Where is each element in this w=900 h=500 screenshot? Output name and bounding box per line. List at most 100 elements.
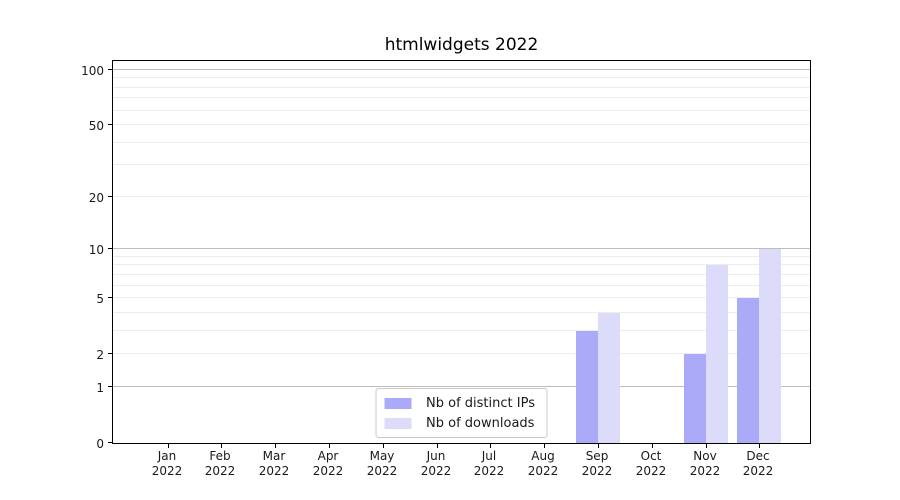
legend-swatch-distinct-ips xyxy=(384,397,412,409)
x-label-month: Sep xyxy=(585,449,609,463)
x-tick-label-mar: Mar 2022 xyxy=(242,449,306,479)
x-tick-label-oct: Oct 2022 xyxy=(619,449,683,479)
gridline-90 xyxy=(113,77,810,78)
gridline-70 xyxy=(113,97,810,98)
legend-swatch-downloads xyxy=(384,417,412,429)
y-tick-5 xyxy=(108,297,112,298)
x-label-year: 2022 xyxy=(473,464,505,478)
bar-distinct-ips-sep xyxy=(576,331,598,443)
x-tick-label-jul: Jul 2022 xyxy=(457,449,521,479)
x-tick-label-apr: Apr 2022 xyxy=(296,449,360,479)
gridline-60 xyxy=(113,110,810,111)
gridline-1 xyxy=(113,386,810,387)
x-label-year: 2022 xyxy=(527,464,559,478)
y-tick-2 xyxy=(108,353,112,354)
x-label-month: May xyxy=(369,449,395,463)
gridline-80 xyxy=(113,87,810,88)
gridline-30 xyxy=(113,164,810,165)
gridline-9 xyxy=(113,256,810,257)
x-tick-oct xyxy=(652,444,653,448)
y-tick-label-0: 0 xyxy=(96,437,104,451)
x-tick-label-jan: Jan 2022 xyxy=(135,449,199,479)
x-tick-dec xyxy=(759,444,760,448)
legend-label-downloads: Nb of downloads xyxy=(426,415,535,431)
bar-downloads-sep xyxy=(598,313,620,443)
gridline-3 xyxy=(113,330,810,331)
y-tick-label-20: 20 xyxy=(88,191,104,205)
y-tick-50 xyxy=(108,124,112,125)
y-axis-labels: 0 1 2 5 10 20 50 100 xyxy=(0,60,104,451)
x-axis-labels: Jan 2022 Feb 2022 Mar 2022 Apr 2022 May 2022 Jun 20… xyxy=(112,449,811,489)
y-tick-label-100: 100 xyxy=(81,64,104,78)
x-label-year: 2022 xyxy=(689,464,721,478)
x-tick-nov xyxy=(706,444,707,448)
x-label-year: 2022 xyxy=(742,464,774,478)
x-tick-aug xyxy=(544,444,545,448)
x-tick-apr xyxy=(329,444,330,448)
x-tick-label-aug: Aug 2022 xyxy=(511,449,575,479)
x-label-month: Nov xyxy=(693,449,717,463)
gridline-8 xyxy=(113,264,810,265)
x-tick-label-dec: Dec 2022 xyxy=(726,449,790,479)
y-tick-label-5: 5 xyxy=(96,292,104,306)
x-label-month: Jul xyxy=(481,449,497,463)
x-label-month: Dec xyxy=(746,449,770,463)
gridline-7 xyxy=(113,274,810,275)
x-tick-sep xyxy=(598,444,599,448)
x-label-month: Jun xyxy=(426,449,446,463)
gridline-100 xyxy=(113,69,810,70)
x-label-year: 2022 xyxy=(151,464,183,478)
chart-title: htmlwidgets 2022 xyxy=(384,35,539,55)
x-label-month: Jan xyxy=(157,449,177,463)
gridline-40 xyxy=(113,142,810,143)
y-tick-label-1: 1 xyxy=(96,381,104,395)
x-label-year: 2022 xyxy=(258,464,290,478)
x-tick-label-sep: Sep 2022 xyxy=(565,449,629,479)
x-tick-label-feb: Feb 2022 xyxy=(188,449,252,479)
x-label-year: 2022 xyxy=(420,464,452,478)
y-tick-label-2: 2 xyxy=(96,348,104,362)
x-label-month: Aug xyxy=(531,449,555,463)
y-tick-10 xyxy=(108,248,112,249)
legend-item-distinct-ips: Nb of distinct IPs xyxy=(384,393,535,413)
x-tick-may xyxy=(383,444,384,448)
x-label-month: Apr xyxy=(317,449,339,463)
x-tick-feb xyxy=(221,444,222,448)
x-label-year: 2022 xyxy=(581,464,613,478)
x-tick-jun xyxy=(437,444,438,448)
gridline-10 xyxy=(113,248,810,249)
y-tick-20 xyxy=(108,196,112,197)
y-tick-0 xyxy=(108,442,112,443)
legend: Nb of distinct IPs Nb of downloads xyxy=(375,388,548,438)
legend-label-distinct-ips: Nb of distinct IPs xyxy=(426,395,535,411)
bar-downloads-dec xyxy=(759,249,781,443)
bar-downloads-nov xyxy=(706,265,728,443)
x-label-year: 2022 xyxy=(312,464,344,478)
gridline-20 xyxy=(113,196,810,197)
bar-distinct-ips-dec xyxy=(737,298,759,443)
x-tick-label-nov: Nov 2022 xyxy=(673,449,737,479)
y-tick-label-50: 50 xyxy=(88,119,104,133)
plot-area: Nb of distinct IPs Nb of downloads xyxy=(108,60,811,448)
x-label-month: Feb xyxy=(209,449,231,463)
gridline-2 xyxy=(113,353,810,354)
gridline-6 xyxy=(113,285,810,286)
x-tick-jan xyxy=(168,444,169,448)
gridline-4 xyxy=(113,312,810,313)
legend-item-downloads: Nb of downloads xyxy=(384,413,535,433)
x-tick-jul xyxy=(490,444,491,448)
x-label-month: Mar xyxy=(262,449,286,463)
y-tick-label-10: 10 xyxy=(88,243,104,257)
x-label-year: 2022 xyxy=(635,464,667,478)
x-tick-mar xyxy=(275,444,276,448)
x-label-year: 2022 xyxy=(366,464,398,478)
x-label-year: 2022 xyxy=(204,464,236,478)
gridline-5 xyxy=(113,297,810,298)
x-label-month: Oct xyxy=(640,449,662,463)
y-tick-1 xyxy=(108,386,112,387)
y-tick-100 xyxy=(108,69,112,70)
x-tick-label-may: May 2022 xyxy=(350,449,414,479)
bar-distinct-ips-nov xyxy=(684,354,706,443)
x-tick-label-jun: Jun 2022 xyxy=(404,449,468,479)
